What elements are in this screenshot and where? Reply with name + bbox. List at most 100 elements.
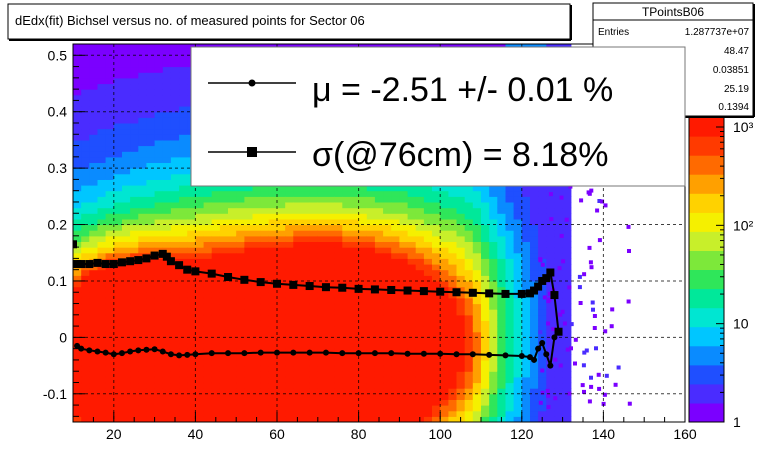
heatmap-cell xyxy=(497,218,507,226)
heatmap-cell xyxy=(546,299,551,304)
heatmap-cell xyxy=(244,297,254,305)
heatmap-cell xyxy=(162,173,172,180)
heatmap-cell xyxy=(211,309,221,316)
heatmap-cell xyxy=(317,343,327,350)
heatmap-cell xyxy=(562,281,572,288)
heatmap-cell xyxy=(513,185,523,192)
heatmap-cell xyxy=(81,354,90,361)
heatmap-cell xyxy=(195,343,205,350)
heatmap-cell xyxy=(268,331,278,338)
heatmap-cell xyxy=(268,343,278,350)
heatmap-cell xyxy=(105,145,115,152)
heatmap-cell xyxy=(113,275,123,282)
heatmap-cell xyxy=(554,354,564,361)
heatmap-cell xyxy=(113,281,123,288)
heatmap-cell xyxy=(113,241,123,248)
heatmap-cell xyxy=(342,359,352,367)
heatmap-cell xyxy=(203,196,213,203)
heatmap-cell xyxy=(472,230,482,237)
heatmap-cell xyxy=(481,354,490,361)
heatmap-cell xyxy=(97,388,107,395)
series-point-square xyxy=(321,283,330,292)
heatmap-cell xyxy=(489,297,498,305)
heatmap-cell xyxy=(162,162,172,169)
heatmap-cell xyxy=(326,331,335,338)
heatmap-cell xyxy=(244,230,254,237)
heatmap-cell xyxy=(179,66,188,73)
heatmap-cell xyxy=(464,196,474,203)
heatmap-cell xyxy=(558,363,563,368)
heatmap-cell xyxy=(301,320,311,327)
heatmap-cell xyxy=(342,371,352,378)
heatmap-cell xyxy=(260,252,270,259)
heatmap-cell xyxy=(489,326,498,333)
heatmap-cell xyxy=(138,128,148,135)
heatmap-cell xyxy=(423,371,433,378)
heatmap-cell xyxy=(211,303,221,310)
heatmap-cell xyxy=(268,185,278,192)
heatmap-cell xyxy=(432,207,441,214)
heatmap-cell xyxy=(472,410,482,417)
heatmap-cell xyxy=(456,326,466,333)
heatmap-cell xyxy=(521,399,531,406)
heatmap-cell xyxy=(301,376,311,384)
heatmap-cell xyxy=(162,399,172,406)
heatmap-cell xyxy=(326,399,335,406)
heatmap-cell xyxy=(138,416,148,422)
heatmap-cell xyxy=(309,331,319,338)
heatmap-cell xyxy=(162,202,172,209)
heatmap-cell xyxy=(374,281,384,288)
heatmap-cell xyxy=(383,292,392,299)
heatmap-cell xyxy=(154,359,164,367)
heatmap-cell xyxy=(326,365,335,372)
heatmap-cell xyxy=(358,410,368,417)
heatmap-cell xyxy=(562,399,572,406)
heatmap-cell xyxy=(326,382,335,389)
heatmap-cell xyxy=(374,365,384,372)
heatmap-cell xyxy=(548,192,553,197)
heatmap-cell xyxy=(481,264,490,271)
heatmap-cell xyxy=(350,252,360,259)
heatmap-cell xyxy=(326,252,335,259)
heatmap-cell xyxy=(73,314,82,321)
heatmap-cell xyxy=(154,145,164,152)
heatmap-cell xyxy=(154,331,164,338)
heatmap-cell xyxy=(301,399,311,406)
heatmap-cell xyxy=(342,269,352,276)
heatmap-cell xyxy=(244,376,254,384)
heatmap-cell xyxy=(423,359,433,367)
z-scale-bin xyxy=(689,155,724,175)
heatmap-cell xyxy=(440,258,449,265)
heatmap-cell xyxy=(203,405,213,412)
heatmap-cell xyxy=(154,309,164,316)
heatmap-cell xyxy=(130,320,139,327)
z-tick-label: 1 xyxy=(733,414,741,430)
heatmap-cell xyxy=(146,83,156,90)
z-scale-bin xyxy=(689,383,724,404)
heatmap-cell xyxy=(530,185,539,192)
heatmap-cell xyxy=(138,60,148,68)
heatmap-cell xyxy=(374,371,384,378)
heatmap-cell xyxy=(89,100,99,107)
heatmap-cell xyxy=(187,399,196,406)
heatmap-cell xyxy=(277,320,286,327)
heatmap-cell xyxy=(456,196,466,203)
heatmap-cell xyxy=(513,258,523,265)
heatmap-cell xyxy=(489,269,498,276)
series-point-square xyxy=(419,287,428,296)
heatmap-cell xyxy=(260,230,270,237)
heatmap-cell xyxy=(489,292,498,299)
heatmap-cell xyxy=(440,207,449,214)
heatmap-cell xyxy=(105,213,115,220)
heatmap-cell xyxy=(334,314,343,321)
heatmap-cell xyxy=(326,286,335,293)
heatmap-cell xyxy=(293,275,303,282)
heatmap-cell xyxy=(600,199,605,204)
heatmap-cell xyxy=(317,309,327,316)
heatmap-cell xyxy=(293,314,303,321)
heatmap-cell xyxy=(513,190,523,197)
heatmap-cell xyxy=(122,382,131,389)
heatmap-cell xyxy=(252,297,262,305)
heatmap-cell xyxy=(309,230,319,237)
heatmap-cell xyxy=(557,266,562,271)
